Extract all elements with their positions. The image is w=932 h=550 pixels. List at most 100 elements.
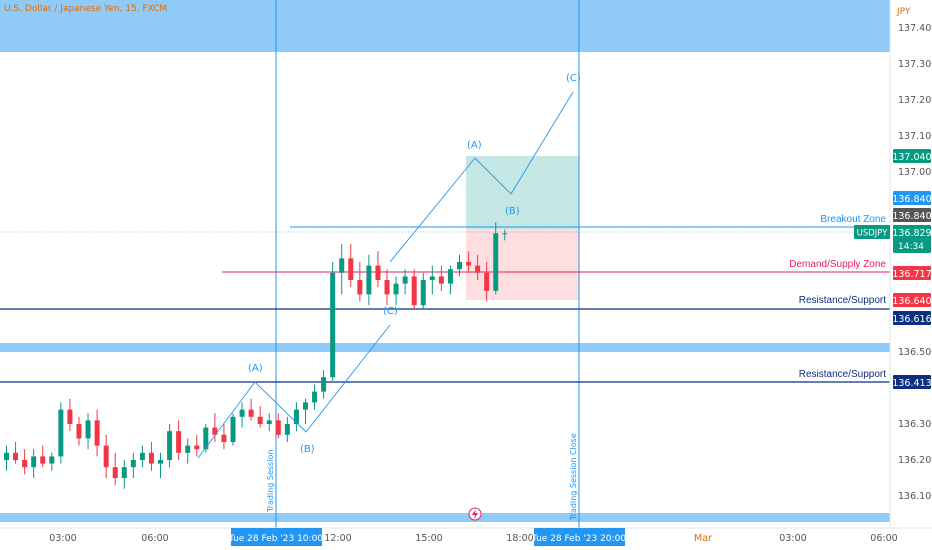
time-tick-label: 03:00 [779, 533, 806, 544]
candle-body [275, 420, 281, 435]
candle-body [185, 445, 191, 453]
candle-body [302, 402, 308, 410]
svg-text:137.040: 137.040 [892, 152, 931, 163]
supply-zone-top [0, 0, 890, 52]
candle-body [284, 424, 290, 435]
support-zone-band [0, 343, 890, 352]
price-tag-support-2: 136.413 [892, 375, 932, 389]
candle-body [103, 445, 109, 468]
ticker-label: USDJPY [857, 229, 889, 239]
svg-text:136.840: 136.840 [892, 194, 931, 205]
candle-body [402, 276, 408, 284]
wave-path-2[interactable] [389, 91, 574, 263]
price-tick-label: 136.100 [898, 491, 932, 502]
demand-supply-label: Demand/Supply Zone [789, 259, 886, 270]
svg-text:136.840: 136.840 [892, 211, 931, 222]
candle-body [257, 416, 263, 424]
candle-body [330, 272, 336, 378]
current-price-value: 136.829 [892, 228, 931, 239]
long-position-target-box[interactable] [466, 156, 579, 229]
svg-text:136.640: 136.640 [892, 296, 931, 307]
price-tag-stop: 136.640 [892, 293, 932, 307]
resistance-support-label-2: Resistance/Support [799, 369, 886, 380]
time-tick-label: 18:00 [506, 533, 533, 544]
price-tick-label: 136.300 [898, 419, 932, 430]
candle-body [348, 258, 354, 280]
candle-body [139, 452, 145, 460]
wave-label-a1: (A) [248, 363, 263, 374]
wave-label-c2: (C) [566, 73, 581, 84]
price-tick-label: 137.300 [898, 59, 932, 70]
time-tick-label: 06:00 [870, 533, 897, 544]
candle-body [13, 452, 19, 460]
candle-body [248, 409, 254, 417]
candle-body [221, 434, 227, 442]
candle-body [384, 280, 390, 295]
session-close-label: Trading Session Close [569, 433, 578, 521]
wave-label-a2: (A) [467, 140, 482, 151]
current-price-tag: USDJPY 136.829 14:34 [854, 225, 932, 253]
candle-body [438, 276, 444, 284]
candle-body [466, 262, 472, 266]
price-tick-label: 137.200 [898, 95, 932, 106]
candle-body [22, 460, 28, 468]
candle-body [312, 391, 318, 403]
price-tag-support-1: 136.616 [892, 311, 932, 325]
wave-path-1[interactable] [197, 324, 391, 459]
time-tick-label: Mar [694, 533, 712, 544]
time-highlight-right: Tue 28 Feb '23 20:00 [531, 528, 626, 546]
price-tick-label: 137.400 [898, 23, 932, 34]
candle-body [239, 409, 245, 417]
time-highlight-left: Tue 28 Feb '23 10:00 [228, 528, 323, 546]
time-tick-label: 03:00 [49, 533, 76, 544]
candle-body [203, 427, 209, 450]
wave-label-c1: (C) [383, 306, 398, 317]
svg-text:Tue 28 Feb '23 20:00: Tue 28 Feb '23 20:00 [531, 534, 626, 544]
candle-body [493, 233, 499, 291]
symbol-title[interactable]: U.S. Dollar / Japanese Yen, 15, FXCM [4, 4, 168, 14]
time-tick-label: 06:00 [141, 533, 168, 544]
lightning-event-icon[interactable] [468, 507, 482, 521]
candle-body [58, 409, 64, 457]
price-axis[interactable] [890, 0, 932, 528]
price-tag-demand: 136.717 [892, 266, 932, 280]
candle-body [429, 276, 435, 280]
long-position-stop-box[interactable] [466, 229, 579, 300]
price-axis-ticks: 137.400 137.300 137.200 137.100 137.000 136.5… [898, 23, 932, 502]
candle-body [457, 262, 462, 270]
candle-body [339, 258, 345, 273]
wave-label-b1: (B) [300, 444, 315, 455]
candle-body [130, 460, 136, 468]
svg-text:136.413: 136.413 [892, 378, 931, 389]
candle-body [420, 280, 426, 306]
time-tick-label: 12:00 [324, 533, 351, 544]
candle-body [40, 456, 46, 464]
candle-body [357, 280, 363, 295]
candle-body [121, 467, 127, 478]
candle-body [112, 467, 118, 478]
candle-body [76, 424, 82, 439]
price-tick-label: 136.500 [898, 347, 932, 358]
price-tick-label: 137.100 [898, 131, 932, 142]
candle-body [167, 431, 173, 460]
candle-body [49, 456, 55, 464]
candle-body [375, 265, 381, 280]
candle-body [67, 409, 73, 424]
resistance-support-label-1: Resistance/Support [799, 295, 886, 306]
candle-body [85, 420, 91, 439]
candle-body [475, 265, 481, 273]
breakout-zone-label: Breakout Zone [820, 214, 886, 225]
candle-body [194, 445, 200, 450]
candle-body [94, 420, 100, 446]
price-tick-label: 137.000 [898, 167, 932, 178]
candle-body [266, 420, 272, 424]
candle-body [148, 452, 154, 464]
candle-body [366, 265, 372, 295]
candle-body [230, 416, 236, 442]
time-axis-ticks: 03:00 06:00 12:00 15:00 18:00 Mar 03:00 06:00 [49, 533, 897, 544]
candle-body [176, 431, 182, 453]
price-tag-entry: 136.840 [892, 208, 932, 222]
price-tag-breakout: 136.840 [892, 191, 932, 205]
candle-body [502, 233, 508, 235]
